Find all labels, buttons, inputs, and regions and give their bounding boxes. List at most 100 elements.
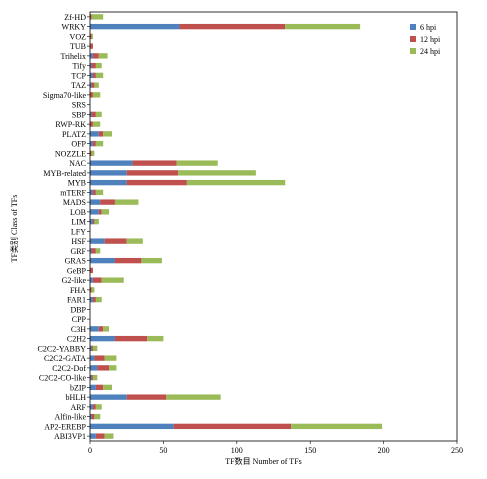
- bar-c2c2-yabby-2: [91, 345, 93, 352]
- bar-grf-2: [91, 248, 96, 254]
- bar-platz-1: [90, 131, 99, 137]
- bar-lob-3: [101, 209, 110, 215]
- x-axis-title: TF数目 Number of TFs: [225, 456, 302, 466]
- y-tick-label: C2C2-CO-like: [39, 374, 87, 383]
- bar-trihelix-3: [98, 53, 108, 59]
- bar-myb-1: [90, 179, 127, 186]
- y-tick-label: TUB: [70, 42, 86, 51]
- bar-c2c2-gata-2: [94, 355, 105, 361]
- y-tick-label: AP2-EREBP: [44, 422, 86, 431]
- bar-ap2-erebp-1: [90, 423, 174, 430]
- bar-far1-2: [92, 296, 96, 303]
- y-tick-label: C2C2-Dof: [52, 364, 86, 373]
- bar-hsf-2: [104, 238, 127, 244]
- y-tick-label: VOZ: [70, 32, 87, 41]
- bar-ofp-2: [92, 140, 96, 147]
- y-tick-label: ABI3VP1: [54, 432, 86, 441]
- bar-sbp-3: [95, 111, 102, 118]
- bar-taz-2: [91, 82, 95, 88]
- bar-c2c2-co-like-1: [90, 374, 92, 381]
- y-axis-title: TF类别 Class of TFs: [9, 195, 19, 263]
- plot-frame: [89, 11, 458, 442]
- bar-mads-2: [100, 199, 115, 205]
- bar-bzip-2: [95, 384, 104, 391]
- bar-mads-3: [114, 199, 139, 205]
- y-tick-label: GRAS: [65, 257, 86, 266]
- bar-platz-2: [98, 131, 104, 137]
- bar-c2c2-co-like-2: [91, 374, 93, 381]
- x-tick-label: 150: [304, 446, 316, 455]
- y-tick-label: C2H2: [67, 335, 86, 344]
- x-tick-labels: 0 50 100 150 200 250: [88, 441, 463, 455]
- bar-myb-related-3: [178, 170, 256, 176]
- legend-swatch: [410, 48, 416, 54]
- bar-sigma70-like-3: [92, 92, 101, 98]
- bar-sigma70-like-2: [90, 92, 93, 98]
- bar-mads-1: [90, 199, 101, 205]
- bar-g2-like-1: [90, 277, 93, 283]
- bar-bhlh-1: [90, 394, 127, 400]
- y-tick-labels: Zf-HDWRKYVOZTUBTrihelixTifyTCPTAZSigma70…: [38, 13, 90, 441]
- bar-nozzle-2: [90, 150, 92, 157]
- bar-rwp-rk-3: [92, 121, 101, 127]
- bar-voz-3: [91, 33, 93, 40]
- bar-tub-2: [90, 43, 93, 49]
- bar-far1-1: [90, 296, 93, 303]
- bar-trihelix-2: [92, 53, 99, 59]
- bar-c2h2-1: [90, 335, 115, 342]
- bar-fha-2: [90, 287, 92, 293]
- bar-mterf-2: [92, 189, 96, 196]
- x-tick-label: 200: [378, 446, 390, 455]
- bar-c2h2-3: [147, 335, 164, 342]
- bar-arf-1: [90, 404, 93, 410]
- bar-myb-related-1: [90, 170, 127, 176]
- bar-alfin-like-3: [94, 413, 101, 420]
- bar-mterf-3: [95, 189, 104, 196]
- y-tick-label: Trihelix: [61, 52, 87, 61]
- bar-myb-3: [186, 179, 286, 186]
- y-tick-label: NAC: [69, 159, 86, 168]
- bar-platz-3: [103, 131, 113, 137]
- bar-bzip-1: [90, 384, 96, 391]
- y-tick-label: Sigma70-like: [43, 91, 87, 100]
- bar-wrky-1: [90, 23, 180, 30]
- bar-c2c2-gata-1: [90, 355, 95, 361]
- bar-ofp-3: [95, 140, 104, 147]
- bar-sbp-1: [90, 111, 92, 118]
- legend-label: 24 hpi: [420, 47, 441, 56]
- bar-lob-2: [98, 209, 102, 215]
- bar-abi3vp1-3: [104, 433, 114, 439]
- bar-c3h-2: [98, 326, 104, 332]
- y-tick-label: Zf-HD: [64, 13, 86, 22]
- y-tick-label: G2-like: [62, 276, 87, 285]
- y-tick-label: C3H: [71, 325, 86, 334]
- y-tick-label: HSF: [71, 237, 86, 246]
- bar-myb-related-2: [126, 170, 179, 176]
- x-tick-label: 50: [159, 446, 167, 455]
- x-tick-label: 250: [451, 446, 463, 455]
- y-tick-label: Alfin-like: [54, 413, 86, 422]
- bar-taz-1: [90, 82, 92, 88]
- bar-c2c2-co-like-3: [92, 374, 98, 381]
- bar-arf-2: [92, 404, 96, 410]
- bar-nac-2: [132, 160, 177, 166]
- bar-tify-1: [90, 62, 92, 69]
- y-tick-label: MYB-related: [43, 169, 86, 178]
- bar-g2-like-2: [92, 277, 102, 283]
- bar-c3h-3: [103, 326, 110, 332]
- y-tick-label: GRF: [70, 247, 86, 256]
- bar-grf-1: [90, 248, 92, 254]
- x-tick-label: 0: [88, 446, 92, 455]
- y-tick-label: RWP-RK: [55, 120, 86, 129]
- bar-g2-like-3: [101, 277, 124, 283]
- y-tick-label: WRKY: [62, 23, 87, 32]
- bar-abi3vp1-2: [95, 433, 105, 439]
- bar-voz-2: [90, 33, 92, 40]
- y-tick-label: GeBP: [67, 266, 87, 275]
- bar-c2c2-yabby-1: [90, 345, 92, 352]
- bar-taz-3: [94, 82, 99, 88]
- y-tick-label: DBP: [70, 305, 86, 314]
- bar-ap2-erebp-2: [173, 423, 292, 430]
- y-tick-label: SBP: [72, 110, 87, 119]
- bar-nac-1: [90, 160, 133, 166]
